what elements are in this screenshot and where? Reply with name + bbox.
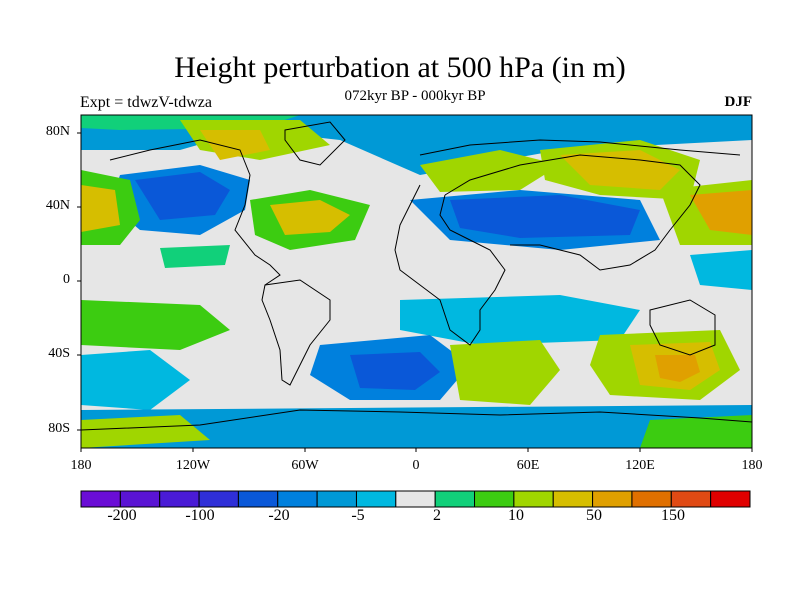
coastlines — [81, 121, 752, 431]
tropical-blue-patch — [690, 250, 752, 290]
colorbar-box — [592, 490, 633, 508]
asia-high-core — [560, 150, 680, 190]
colorbar-box — [159, 490, 200, 508]
colorbar-box — [670, 490, 712, 508]
pacific-high-core-w — [81, 185, 120, 232]
south-america-coast — [261, 279, 331, 386]
colorbar-box — [710, 490, 751, 508]
lat-tick-label: 80N — [45, 124, 70, 139]
field-layer — [81, 115, 752, 448]
colorbar-box — [513, 490, 554, 508]
antarctic-positive-w — [81, 415, 210, 448]
colorbar-label: -200 — [107, 507, 137, 524]
axis-ticks — [77, 132, 753, 452]
lon-tick-label: 0 — [412, 458, 420, 473]
colorbar-label: 2 — [433, 507, 441, 524]
colorbar-box — [631, 490, 672, 508]
greenland-core — [200, 130, 270, 160]
lon-tick-label: 120W — [175, 458, 211, 473]
tropical-green-patch — [160, 245, 230, 268]
colorbar-box — [316, 490, 357, 508]
colorbar — [80, 490, 751, 508]
s-indian-high — [450, 340, 560, 405]
lat-tick-label: 40S — [48, 346, 70, 361]
season-label: DJF — [724, 94, 753, 110]
greenland-coast — [284, 121, 346, 166]
antarctic-positive-e — [640, 415, 752, 448]
europe-high — [420, 150, 560, 192]
eurasia-low-core — [450, 195, 640, 238]
chart-title: Height perturbation at 500 hPa (in m) — [174, 51, 626, 84]
asia-coast — [444, 154, 701, 271]
antarctica-coast — [81, 409, 752, 431]
antarctic-blue-band — [81, 405, 752, 448]
colorbar-box — [355, 490, 397, 508]
experiment-label: Expt = tdwzV-tdwza — [80, 94, 212, 111]
lon-tick-label: 60W — [291, 458, 319, 473]
lat-tick-label: 0 — [63, 272, 70, 287]
colorbar-box — [198, 490, 239, 508]
colorbar-box — [552, 490, 594, 508]
africa-europe-coast — [394, 184, 506, 346]
pacific-high-core-e — [690, 190, 752, 235]
lon-tick-label: 120E — [625, 458, 655, 473]
colorbar-box — [474, 490, 515, 508]
colorbar-label: 150 — [661, 507, 685, 524]
lat-tick-label: 40N — [45, 198, 70, 213]
colorbar-box — [119, 490, 161, 508]
lon-tick-label: 60E — [516, 458, 540, 473]
lat-tick-label: 80S — [48, 421, 70, 436]
colorbar-box — [80, 490, 121, 508]
colorbar-box — [277, 490, 318, 508]
colorbar-box — [434, 490, 476, 508]
s-pacific-blue — [81, 350, 190, 410]
australia-coast — [649, 299, 716, 356]
colorbar-label: -20 — [268, 507, 290, 524]
colorbar-label: -5 — [351, 507, 365, 524]
north-america-coast — [109, 139, 281, 286]
s-low-core — [350, 352, 440, 390]
s-atlantic-blue — [400, 295, 640, 345]
colorbar-box — [237, 490, 279, 508]
lon-tick-label: 180 — [70, 458, 92, 473]
s-australia-high-peak — [655, 355, 700, 382]
chart-subtitle: 072kyr BP - 000kyr BP — [344, 88, 486, 104]
lon-tick-label: 180 — [741, 458, 763, 473]
colorbar-label: 10 — [508, 507, 524, 524]
s-pacific-green — [81, 300, 230, 350]
na-low-core — [135, 172, 230, 220]
colorbar-label: -100 — [185, 507, 215, 524]
atlantic-high-core — [270, 200, 350, 235]
colorbar-box — [395, 490, 436, 508]
arctic-coast — [419, 139, 741, 156]
colorbar-label: 50 — [586, 507, 602, 524]
